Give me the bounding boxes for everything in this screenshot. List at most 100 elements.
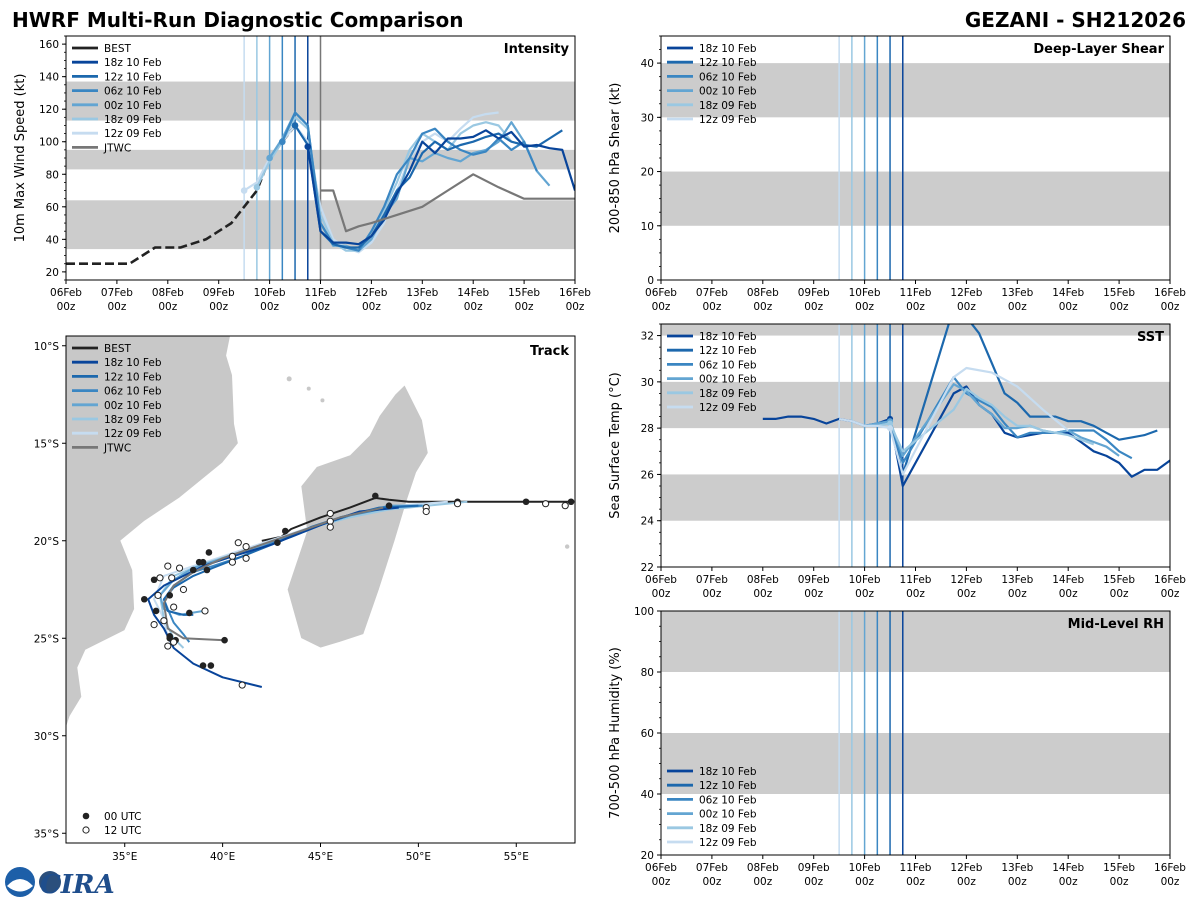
sst-panel: 22 24 26 28 30 32 06Feb 00z 07Feb 00z 08Feb 00z 09Fe… [608,323,1186,600]
rh-xtick-sub: 00z [804,876,823,888]
sst-xtick-sub: 00z [1161,588,1180,600]
intensity-legend-label: 06z 10 Feb [104,86,162,98]
rh-ytick-label: 40 [641,789,654,801]
intensity-legend-label: BEST [104,43,132,55]
sst-xtick-sub: 00z [1008,588,1027,600]
rh-xtick-label: 15Feb [1103,862,1135,874]
intensity-legend-label: 18z 10 Feb [104,57,162,69]
rh-xtick-sub: 00z [855,876,874,888]
rh-ylabel: 700-500 hPa Humidity (%) [608,647,623,819]
sst-series-line [864,383,1120,457]
intensity-xtick-label: 10Feb [254,287,286,299]
intensity-xtick-label: 14Feb [457,287,489,299]
sst-series-line [838,366,1069,476]
intensity-xtick-sub: 00z [158,301,177,313]
rh-xtick-label: 14Feb [1052,862,1084,874]
shear-xtick-sub: 00z [804,301,823,313]
track-legend-label: 18z 10 Feb [104,357,162,369]
rh-xtick-label: 06Feb [645,862,677,874]
intensity-legend-label: 12z 09 Feb [104,128,162,140]
rh-xtick-label: 07Feb [696,862,728,874]
intensity-xtick-sub: 00z [515,301,534,313]
storm-id: GEZANI - SH212026 [965,8,1186,32]
track-xtick-label: 35°E [112,851,137,863]
rh-legend-label: 18z 10 Feb [699,766,757,778]
shear-title: Deep-Layer Shear [1033,42,1164,57]
shear-legend-label: 00z 10 Feb [699,86,757,98]
intensity-xtick-label: 08Feb [152,287,184,299]
intensity-series-line [255,116,513,252]
track-ytick-label: 20°S [34,536,60,548]
shear-xtick-sub: 00z [702,301,721,313]
intensity-title: Intensity [504,42,570,57]
shear-xtick-label: 10Feb [849,287,881,299]
rh-plot-area [661,611,1170,855]
sst-xtick-sub: 00z [1059,588,1078,600]
sst-xtick-label: 12Feb [950,574,982,586]
intensity-xtick-label: 15Feb [508,287,540,299]
track-plot-area [66,336,575,729]
intensity-init-point [304,143,312,150]
track-marker-00utc [372,492,379,500]
shear-xtick-label: 16Feb [1154,287,1186,299]
shear-plot-area [661,36,1170,280]
track-marker-12utc [234,539,242,547]
track-marker-00utc [152,607,160,615]
sst-legend-label: 12z 10 Feb [699,345,757,357]
shear-panel: 0 10 20 30 40 06Feb 00z 07Feb 00z 08Feb 00z 09Feb 00… [608,35,1186,313]
sst-xtick-label: 15Feb [1103,574,1135,586]
intensity-xtick-label: 13Feb [406,287,438,299]
shear-xtick-sub: 00z [906,301,925,313]
rh-xtick-label: 08Feb [747,862,779,874]
rh-legend-label: 06z 10 Feb [699,794,757,806]
intensity-ytick-label: 160 [39,39,59,51]
track-marker-00utc [385,502,393,509]
shear-xtick-sub: 00z [652,301,671,313]
shear-xtick-label: 12Feb [950,287,982,299]
rh-legend-label: 18z 09 Feb [699,823,757,835]
track-marker-12utc [170,603,178,611]
africa-landmass [66,336,239,729]
intensity-xtick-sub: 00z [311,301,330,313]
track-marker-12utc [453,500,462,508]
marker-legend-12-label: 12 UTC [104,825,142,837]
rh-band [661,733,1170,794]
track-marker-12utc [164,562,172,570]
track-marker-12utc [228,552,237,560]
intensity-init-point [253,183,261,191]
rh-xtick-sub: 00z [652,876,671,888]
rh-ytick-label: 100 [634,606,654,618]
track-marker-00utc [274,539,281,546]
sst-ytick-label: 26 [641,469,655,481]
shear-legend-label: 18z 09 Feb [699,100,757,112]
track-marker-00utc [141,595,148,603]
shear-band [661,63,1170,118]
rh-xtick-label: 09Feb [798,862,830,874]
rh-panel: 20 40 60 80 100 06Feb 00z 07Feb 00z 08Feb 00z 09Feb… [608,606,1186,888]
shear-xtick-sub: 00z [753,301,772,313]
shear-ytick-label: 0 [647,275,654,287]
sst-legend-label: 06z 10 Feb [699,359,757,371]
intensity-series-line [243,111,499,254]
track-marker-12utc [326,523,334,531]
sst-xtick-label: 08Feb [747,574,779,586]
comoros-island [306,386,311,391]
track-marker-12utc [179,585,188,594]
intensity-ylabel: 10m Max Wind Speed (kt) [13,74,28,243]
shear-ytick-label: 40 [641,58,654,70]
shear-ytick-label: 10 [641,221,654,233]
track-ytick-label: 10°S [34,341,60,353]
sst-xtick-sub: 00z [702,588,721,600]
shear-xtick-sub: 00z [855,301,874,313]
track-legend-label: BEST [104,343,132,355]
sst-series-line [851,387,1095,453]
intensity-xtick-label: 12Feb [355,287,387,299]
track-xtick-label: 40°E [210,851,235,863]
rh-legend-label: 12z 09 Feb [699,837,757,849]
track-marker-12utc [156,574,164,582]
track-marker-12utc [561,502,569,510]
rh-legend-label: 12z 10 Feb [699,780,757,792]
sst-legend-label: 12z 09 Feb [699,402,757,414]
intensity-xtick-sub: 00z [362,301,381,313]
